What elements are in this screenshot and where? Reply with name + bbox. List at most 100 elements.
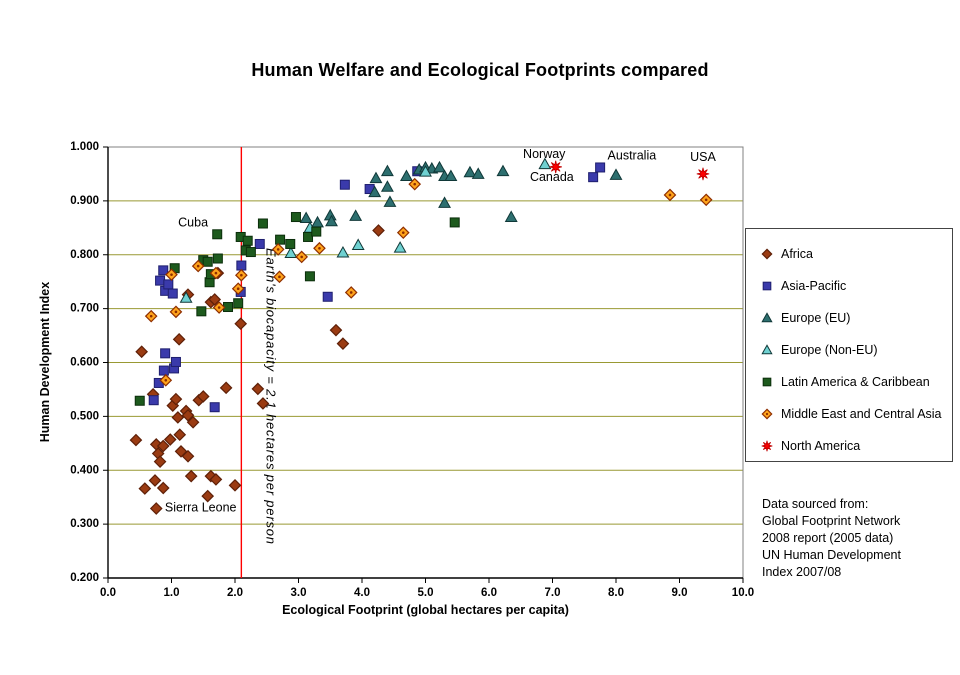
- series-europe-eu-: [299, 160, 623, 228]
- data-point: [762, 281, 772, 291]
- data-point: [163, 279, 174, 290]
- y-tick-label: 0.600: [70, 357, 99, 369]
- triangle-marker-icon: [761, 344, 773, 355]
- legend-item-label: Europe (Non-EU): [781, 343, 878, 357]
- data-point: [231, 282, 245, 296]
- source-note-line: Index 2007/08: [762, 565, 842, 579]
- diamond-marker-icon: [761, 248, 773, 260]
- data-point: [256, 397, 270, 410]
- source-note-line: UN Human Development: [762, 548, 901, 562]
- data-point: [202, 256, 213, 267]
- data-point: [158, 265, 169, 276]
- y-tick-label: 0.300: [70, 518, 99, 530]
- legend-item: Asia-Pacific: [746, 270, 952, 302]
- data-point: [408, 177, 422, 191]
- data-point: [233, 298, 244, 309]
- data-point: [336, 337, 350, 350]
- data-point: [761, 440, 773, 452]
- source-note-line: Global Footprint Network: [762, 514, 901, 528]
- data-point: [285, 238, 296, 249]
- x-tick-label: 2.0: [227, 587, 243, 599]
- data-point: [212, 253, 223, 264]
- biocapacity-label: Earth's biocapacity = 2.1 hectares per p…: [263, 248, 278, 545]
- data-point: [399, 169, 413, 181]
- data-point: [172, 332, 186, 346]
- data-point: [295, 250, 309, 264]
- data-point: [761, 248, 773, 260]
- legend-item: North America: [746, 430, 952, 462]
- data-point: [336, 245, 350, 258]
- data-point: [368, 185, 382, 198]
- x-tick-label: 3.0: [291, 587, 307, 599]
- x-tick-label: 7.0: [545, 587, 561, 599]
- data-point: [588, 172, 599, 183]
- data-point: [170, 356, 181, 367]
- data-point: [174, 445, 188, 458]
- data-point: [191, 259, 205, 273]
- series-europe-non-eu-: [179, 157, 552, 303]
- legend-item: Africa: [746, 238, 952, 270]
- data-point: [438, 196, 452, 208]
- series-latin-america-caribbean: [134, 212, 460, 406]
- data-point: [159, 373, 173, 387]
- data-point: [163, 433, 177, 446]
- star-marker-icon: [761, 440, 773, 452]
- data-point: [349, 209, 363, 221]
- data-point: [251, 382, 265, 396]
- data-point: [201, 489, 215, 503]
- legend-item-label: Africa: [781, 247, 813, 261]
- data-point: [245, 247, 256, 258]
- data-point: [303, 231, 314, 242]
- data-point: [444, 169, 458, 181]
- data-point: [134, 395, 145, 406]
- data-point: [169, 305, 183, 319]
- data-point: [153, 455, 167, 468]
- legend-item-label: Europe (EU): [781, 311, 851, 325]
- data-point: [179, 291, 193, 303]
- legend-item: Europe (EU): [746, 302, 952, 334]
- data-point: [181, 449, 195, 463]
- y-tick-label: 0.800: [70, 249, 99, 261]
- data-point: [322, 291, 333, 302]
- legend-item: Middle East and Central Asia: [746, 398, 952, 430]
- legend-item: Latin America & Caribbean: [746, 366, 952, 398]
- series-middle-east-and-central-asia: [144, 177, 713, 387]
- legend-item-label: North America: [781, 439, 861, 453]
- data-point: [235, 268, 248, 282]
- data-point: [504, 210, 518, 222]
- data-point: [313, 241, 326, 255]
- data-point: [209, 266, 223, 280]
- data-point: [212, 301, 226, 314]
- y-tick-label: 0.200: [70, 572, 99, 584]
- x-tick-label: 1.0: [164, 587, 180, 599]
- data-point: [696, 167, 710, 181]
- data-point: [160, 348, 171, 359]
- chart-title: Human Welfare and Ecological Footprints …: [251, 60, 709, 80]
- data-point: [254, 238, 265, 249]
- data-point: [595, 162, 606, 173]
- y-tick-label: 0.400: [70, 464, 99, 476]
- data-point: [208, 293, 222, 306]
- data-point: [228, 478, 242, 492]
- annotation-label: USA: [690, 150, 716, 164]
- data-point: [538, 157, 552, 170]
- data-point: [156, 439, 170, 453]
- data-point: [372, 224, 385, 237]
- legend-item-label: Latin America & Caribbean: [781, 375, 930, 389]
- data-point: [344, 286, 358, 299]
- square-marker-icon: [762, 281, 772, 291]
- source-note-line: Data sourced from:: [762, 497, 869, 511]
- data-point: [138, 482, 152, 495]
- data-point: [549, 160, 562, 174]
- annotation-label: Sierra Leone: [165, 500, 237, 514]
- triangle-marker-icon: [761, 312, 773, 323]
- data-point: [219, 381, 233, 395]
- data-point: [311, 226, 322, 237]
- data-point: [165, 268, 178, 282]
- data-point: [290, 212, 301, 223]
- data-point: [304, 271, 315, 282]
- data-point: [311, 215, 325, 228]
- data-point: [271, 243, 285, 256]
- data-point: [339, 179, 350, 190]
